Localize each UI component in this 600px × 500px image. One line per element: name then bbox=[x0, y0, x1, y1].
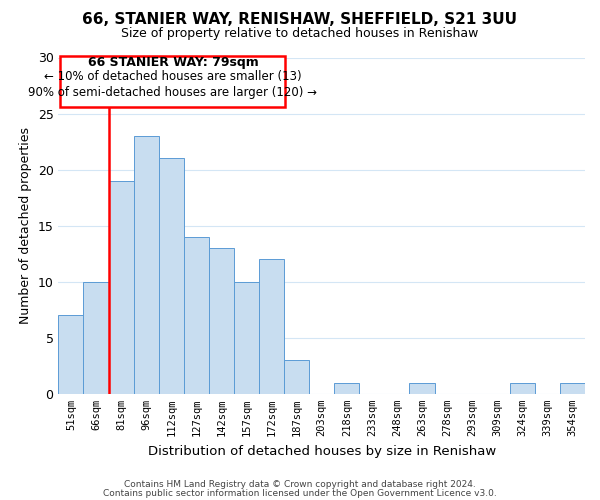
Bar bbox=[409, 382, 434, 394]
Bar bbox=[259, 260, 284, 394]
Y-axis label: Number of detached properties: Number of detached properties bbox=[19, 127, 32, 324]
Text: Contains HM Land Registry data © Crown copyright and database right 2024.: Contains HM Land Registry data © Crown c… bbox=[124, 480, 476, 489]
Text: Size of property relative to detached houses in Renishaw: Size of property relative to detached ho… bbox=[121, 28, 479, 40]
Bar bbox=[234, 282, 259, 394]
Text: ← 10% of detached houses are smaller (13): ← 10% of detached houses are smaller (13… bbox=[44, 70, 302, 83]
Bar bbox=[134, 136, 159, 394]
X-axis label: Distribution of detached houses by size in Renishaw: Distribution of detached houses by size … bbox=[148, 444, 496, 458]
Bar bbox=[560, 382, 585, 394]
Bar bbox=[58, 316, 83, 394]
FancyBboxPatch shape bbox=[61, 56, 286, 107]
Bar bbox=[159, 158, 184, 394]
Text: Contains public sector information licensed under the Open Government Licence v3: Contains public sector information licen… bbox=[103, 489, 497, 498]
Text: 66 STANIER WAY: 79sqm: 66 STANIER WAY: 79sqm bbox=[88, 56, 258, 69]
Bar bbox=[109, 181, 134, 394]
Bar bbox=[510, 382, 535, 394]
Text: 66, STANIER WAY, RENISHAW, SHEFFIELD, S21 3UU: 66, STANIER WAY, RENISHAW, SHEFFIELD, S2… bbox=[83, 12, 517, 28]
Bar bbox=[284, 360, 309, 394]
Bar bbox=[83, 282, 109, 394]
Bar bbox=[184, 237, 209, 394]
Bar bbox=[334, 382, 359, 394]
Text: 90% of semi-detached houses are larger (120) →: 90% of semi-detached houses are larger (… bbox=[28, 86, 317, 99]
Bar bbox=[209, 248, 234, 394]
